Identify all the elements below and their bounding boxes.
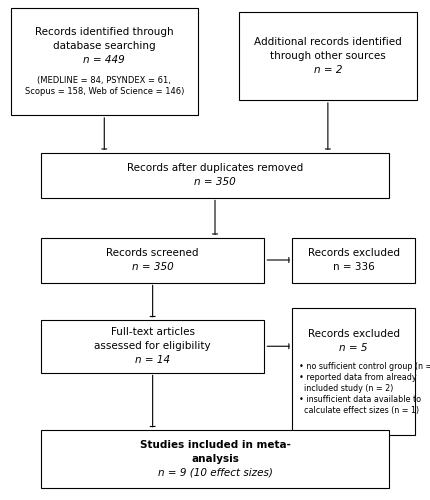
Text: n = 14: n = 14 [135,356,170,366]
Text: n = 9 (10 effect sizes): n = 9 (10 effect sizes) [157,468,273,478]
Text: calculate effect sizes (n = 1): calculate effect sizes (n = 1) [299,406,419,415]
Text: analysis: analysis [191,454,239,464]
Text: • reported data from already: • reported data from already [299,373,417,382]
Bar [41,430,389,488]
Text: • no sufficient control group (n = 2): • no sufficient control group (n = 2) [299,362,430,372]
Text: assessed for eligibility: assessed for eligibility [94,341,211,351]
Text: Records screened: Records screened [106,248,199,258]
Bar [292,308,415,435]
Bar [292,238,415,282]
Text: n = 336: n = 336 [333,262,375,272]
Text: n = 350: n = 350 [132,262,174,272]
Text: included study (n = 2): included study (n = 2) [299,384,393,393]
Text: Scopus = 158, Web of Science = 146): Scopus = 158, Web of Science = 146) [25,87,184,96]
Text: through other sources: through other sources [270,51,386,61]
Text: n = 449: n = 449 [83,56,125,66]
Text: Records excluded: Records excluded [308,329,399,339]
Bar [41,320,264,372]
Text: Records identified through: Records identified through [35,27,174,37]
Text: n = 350: n = 350 [194,177,236,187]
Bar [41,238,264,282]
Bar [41,152,389,198]
Text: (MEDLINE = 84, PSYNDEX = 61,: (MEDLINE = 84, PSYNDEX = 61, [37,76,171,85]
Text: Records after duplicates removed: Records after duplicates removed [127,163,303,173]
Text: n = 2: n = 2 [313,66,342,76]
Text: Studies included in meta-: Studies included in meta- [140,440,290,450]
Bar [11,8,198,115]
Text: • insufficient data available to: • insufficient data available to [299,395,421,404]
Text: n = 5: n = 5 [339,343,368,353]
Text: Full-text articles: Full-text articles [111,327,195,337]
Text: database searching: database searching [53,41,156,51]
Text: Additional records identified: Additional records identified [254,37,402,47]
Bar [239,12,417,100]
Text: Records excluded: Records excluded [308,248,399,258]
